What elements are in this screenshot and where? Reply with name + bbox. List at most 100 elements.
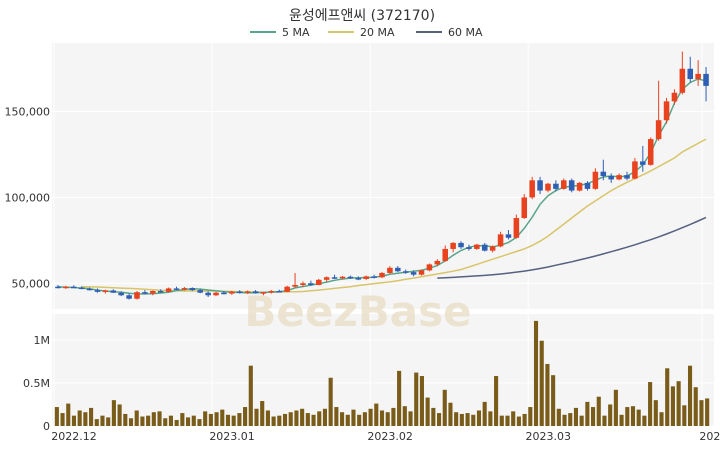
volume-bar <box>551 375 556 426</box>
volume-bar <box>636 409 641 426</box>
candle-body <box>157 290 164 293</box>
candle <box>292 272 298 288</box>
candle <box>110 289 117 294</box>
candle <box>521 194 528 219</box>
candle-body <box>284 286 290 292</box>
volume-bar <box>545 363 550 426</box>
candle-body <box>402 271 409 273</box>
candle-body <box>205 292 211 296</box>
candle-body <box>497 234 504 247</box>
candle <box>189 287 196 291</box>
volume-bar <box>591 407 596 426</box>
candle <box>703 67 709 102</box>
volume-bar <box>357 414 362 426</box>
candle <box>347 275 354 279</box>
volume-bar <box>705 398 710 426</box>
candle <box>568 178 575 193</box>
volume-bar <box>123 413 128 426</box>
volume-bar <box>271 416 276 426</box>
candle <box>387 266 393 274</box>
candle <box>458 241 464 249</box>
candle <box>426 263 433 272</box>
volume-bar <box>225 414 231 426</box>
volume-bar <box>374 403 379 426</box>
volume-axis: 0 0.5M 1M <box>23 334 50 433</box>
volume-bar <box>100 415 105 426</box>
candle-body <box>474 244 480 249</box>
candle <box>126 293 132 300</box>
volume-bar <box>465 413 470 426</box>
volume-bar <box>476 410 482 426</box>
legend-label: 60 MA <box>448 26 483 39</box>
volume-bar <box>60 413 65 426</box>
volume-bar <box>602 415 607 426</box>
volume-bar <box>180 413 185 426</box>
volume-bar <box>220 409 225 426</box>
x-tick-label: 2023.01 <box>209 430 255 443</box>
volume-bar <box>385 412 390 426</box>
volume-bar <box>471 414 476 426</box>
candle-body <box>450 242 456 249</box>
volume-bar <box>351 409 356 426</box>
volume-bar <box>288 412 293 426</box>
candle-body <box>300 283 306 285</box>
volume-bar <box>163 418 168 426</box>
volume-bar <box>317 411 322 426</box>
candle <box>434 259 441 267</box>
price-tick-label: 50,000 <box>12 277 51 290</box>
candle-body <box>592 171 599 189</box>
volume-bar <box>208 413 213 426</box>
x-tick-label: 2023.02 <box>367 430 413 443</box>
candle-body <box>86 288 93 291</box>
volume-tick-label: 0 <box>43 420 50 433</box>
candle-body <box>640 161 646 165</box>
volume-bar <box>277 415 282 426</box>
candle <box>331 274 338 279</box>
candle <box>687 56 694 83</box>
volume-bar <box>322 408 328 426</box>
candle-body <box>576 182 583 191</box>
volume-bar <box>436 413 442 426</box>
volume-tick-label: 1M <box>34 334 51 347</box>
candle <box>86 287 93 291</box>
volume-bar <box>197 419 202 426</box>
volume-bar <box>630 406 636 426</box>
candle-body <box>347 276 354 279</box>
candle-body <box>316 279 322 285</box>
candle-body <box>55 286 61 289</box>
volume-bar <box>362 412 367 426</box>
candle-body <box>236 291 243 293</box>
volume-bar <box>248 365 253 426</box>
volume-series <box>54 320 710 426</box>
candle <box>276 289 283 293</box>
chart-title: 윤성에프앤씨 (372170) <box>289 8 435 24</box>
volume-bar <box>368 408 373 426</box>
volume-bar <box>699 400 704 426</box>
volume-bar <box>397 370 402 426</box>
candle-body <box>687 68 694 80</box>
volume-bar <box>522 413 527 426</box>
candle-body <box>647 139 654 165</box>
volume-bar <box>431 407 436 426</box>
volume-bar <box>146 415 151 426</box>
candle-body <box>78 287 85 290</box>
candle <box>647 137 654 166</box>
candle <box>395 266 401 273</box>
candle-body <box>229 291 235 294</box>
volume-bar <box>140 416 145 426</box>
candle <box>592 168 599 190</box>
volume-bar <box>619 414 624 426</box>
candle <box>142 290 148 295</box>
candle-body <box>529 180 535 198</box>
candle-body <box>521 197 528 219</box>
candlestick-series <box>55 51 709 300</box>
volume-bar <box>128 418 134 426</box>
volume-bar <box>665 368 670 426</box>
volume-bar <box>516 416 521 426</box>
candle-body <box>632 161 638 179</box>
volume-bar <box>111 400 116 426</box>
candle-body <box>331 277 338 279</box>
candle <box>410 270 417 277</box>
volume-bar <box>459 413 464 426</box>
candle-body <box>608 176 614 180</box>
